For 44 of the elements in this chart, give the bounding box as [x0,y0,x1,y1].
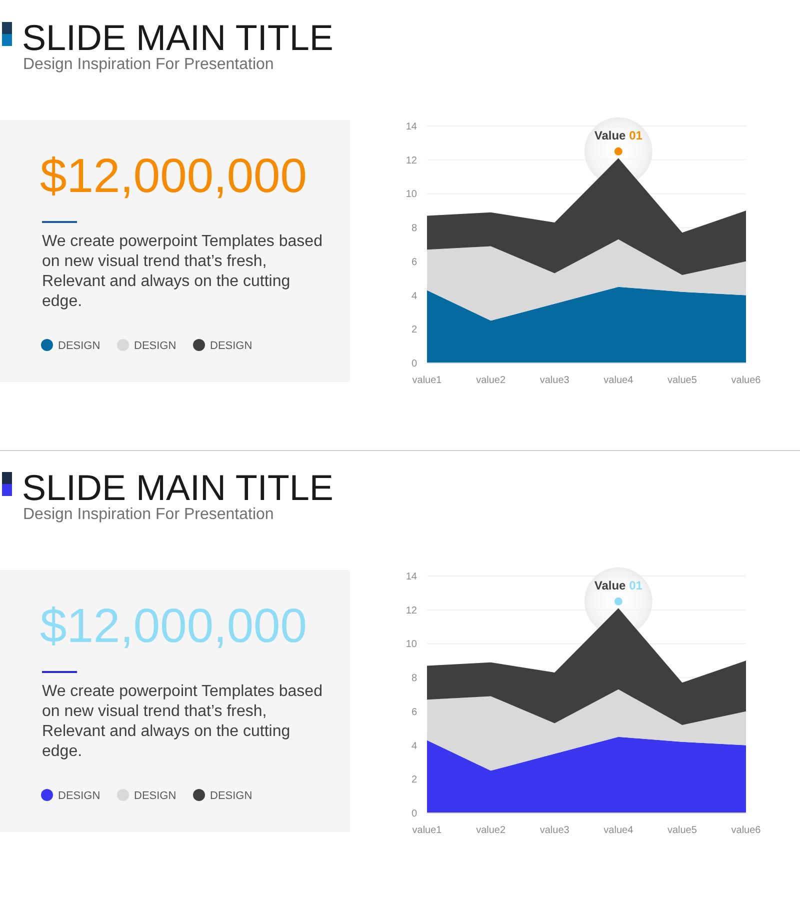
legend-label: DESIGN [58,790,100,802]
x-tick-label: value6 [731,825,762,836]
y-tick-label: 8 [411,673,418,684]
x-tick-label: value1 [412,375,442,386]
legend-label: DESIGN [134,790,176,802]
y-tick-label: 0 [411,808,418,820]
legend-label: DESIGN [210,790,252,802]
annotation: Value 01 [594,578,643,592]
chart-title: SLIDE MAIN TITLE [22,17,334,58]
y-tick-label: 2 [411,324,418,336]
x-tick-label: value5 [667,375,698,386]
y-tick-label: 14 [406,572,418,582]
y-tick-label: 6 [411,256,418,268]
x-tick-label: value3 [540,375,570,386]
chart-title: SLIDE MAIN TITLE [22,467,334,508]
text: Design Inspiration For Presentation [23,56,274,73]
legend-label: DESIGN [134,340,176,352]
y-tick-label: 12 [406,605,418,616]
x-tick-label: value5 [667,825,698,836]
x-tick-label: value3 [540,825,570,836]
y-tick-label: 10 [406,189,418,200]
y-tick-label: 0 [411,358,418,370]
y-tick-label: 2 [411,774,418,786]
y-tick-label: 6 [411,706,418,718]
text: We create powerpoint Templates based on new visual trend that’s fresh, Relevant and always on the cutting edge. [42,682,324,762]
text: $12,000,000 [40,150,307,203]
y-tick-label: 4 [411,740,418,752]
y-tick-label: 10 [406,639,418,650]
x-tick-label: value1 [412,825,442,836]
y-tick-label: 8 [411,223,418,234]
x-tick-label: value2 [476,825,506,836]
x-tick-label: value4 [604,825,634,836]
x-tick-label: value4 [604,375,634,386]
y-tick-label: 14 [406,122,418,132]
y-tick-label: 4 [411,290,418,302]
legend-label: DESIGN [58,340,100,352]
text: $12,000,000 [40,600,307,653]
x-tick-label: value2 [476,375,506,386]
text: Design Inspiration For Presentation [23,506,274,523]
legend-label: DESIGN [210,340,252,352]
annotation: Value 01 [594,128,643,142]
text: We create powerpoint Templates based on new visual trend that’s fresh, Relevant and always on the cutting edge. [42,232,324,312]
y-tick-label: 12 [406,155,418,166]
x-tick-label: value6 [731,375,762,386]
